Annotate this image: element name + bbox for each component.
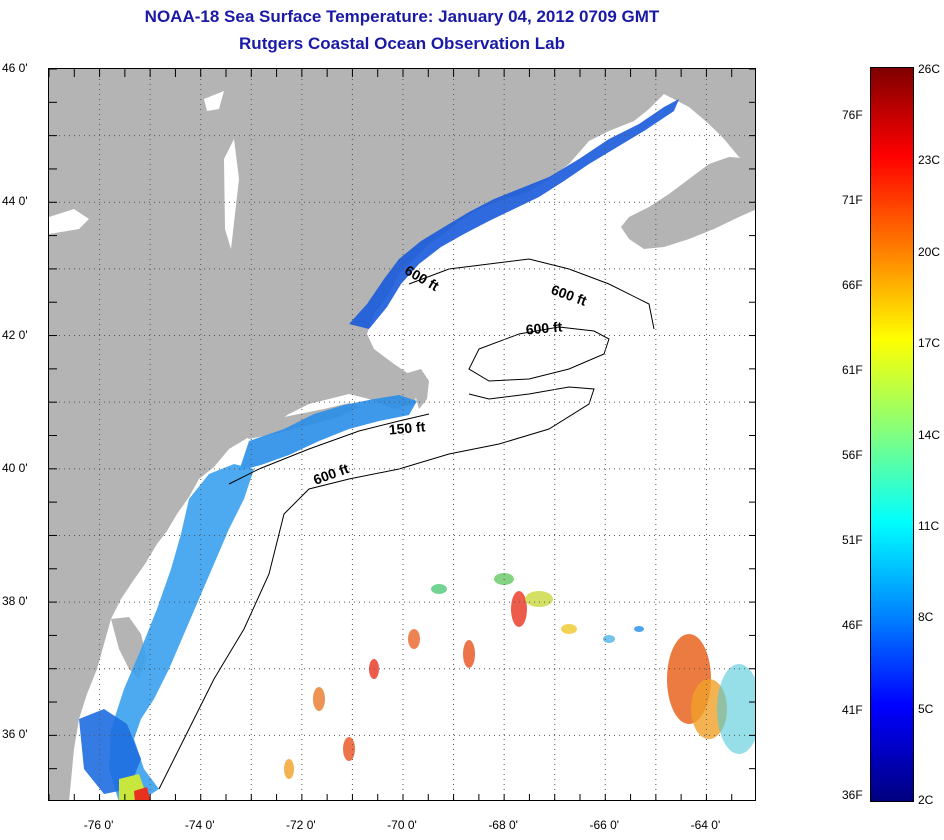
map-subtitle: Rutgers Coastal Ocean Observation Lab [239, 34, 565, 53]
colorbar-fahrenheit-label: 66F [842, 277, 863, 292]
lake [204, 91, 224, 111]
colorbar-fahrenheit-label: 41F [842, 703, 863, 718]
sst-warm-patch [134, 787, 151, 800]
latitude-label: 44 0' [2, 194, 28, 209]
longitude-label: -64 0' [690, 818, 721, 832]
depth-contours [158, 258, 655, 790]
temperature-colorbar [870, 67, 914, 802]
longitude-label: -70 0' [387, 818, 417, 832]
colorbar-celsius-label: 23C [918, 153, 941, 168]
contour-600ft-offshore [158, 386, 595, 790]
colorbar-fahrenheit-label: 46F [842, 618, 863, 633]
colorbar-fahrenheit-label: 76F [842, 107, 863, 122]
colorbar-fahrenheit-label: 51F [842, 532, 863, 547]
lake [224, 139, 239, 249]
sst-southern-new-england [239, 395, 417, 471]
longitude-label: -72 0' [286, 818, 316, 832]
land-us-coast [49, 69, 755, 800]
latitude-label: 36 0' [2, 727, 28, 742]
longitude-label: -74 0' [184, 818, 215, 832]
sst-gulf-stream-patches [284, 573, 755, 779]
colorbar-celsius-label: 5C [918, 701, 934, 716]
colorbar-celsius-label: 26C [918, 62, 941, 76]
colorbar-fahrenheit-label: 56F [842, 447, 863, 462]
contour-600ft-gom [408, 258, 655, 330]
map-canvas [49, 69, 755, 800]
land-cape-cod [404, 369, 429, 409]
colorbar-fahrenheit-label: 71F [842, 192, 863, 207]
colorbar-celsius-label: 11C [918, 518, 940, 533]
longitude-label: -66 0' [589, 818, 620, 832]
colorbar-celsius-label: 8C [918, 610, 934, 625]
map-title: NOAA-18 Sea Surface Temperature: January… [144, 7, 660, 26]
longitude-label: -76 0' [83, 818, 114, 832]
sst-map [48, 68, 756, 801]
colorbar-celsius-label: 20C [918, 244, 941, 259]
latitude-label: 46 0' [2, 61, 28, 75]
sst-mid-atlantic-shelf [109, 464, 254, 800]
colorbar-celsius-label: 17C [918, 336, 941, 351]
contour-150ft [228, 413, 430, 485]
contour-label: 600 ft [524, 318, 563, 338]
longitude-label: -68 0' [488, 818, 518, 832]
latitude-label: 38 0' [2, 594, 28, 609]
colorbar-fahrenheit-label: 61F [842, 362, 863, 377]
lake [49, 209, 89, 234]
land-nova-scotia [621, 157, 755, 249]
contour-label: 150 ft [388, 418, 426, 438]
latitude-label: 42 0' [2, 327, 28, 342]
sst-gulf-of-maine-band [349, 99, 679, 329]
colorbar-celsius-label: 2C [918, 793, 934, 807]
graticule [49, 69, 755, 800]
latitude-label: 40 0' [2, 460, 28, 475]
contour-600ft-georges [468, 326, 610, 382]
sst-chesapeake [79, 709, 141, 794]
colorbar-fahrenheit-label: 36F [842, 788, 863, 803]
colorbar-celsius-label: 14C [918, 427, 941, 442]
